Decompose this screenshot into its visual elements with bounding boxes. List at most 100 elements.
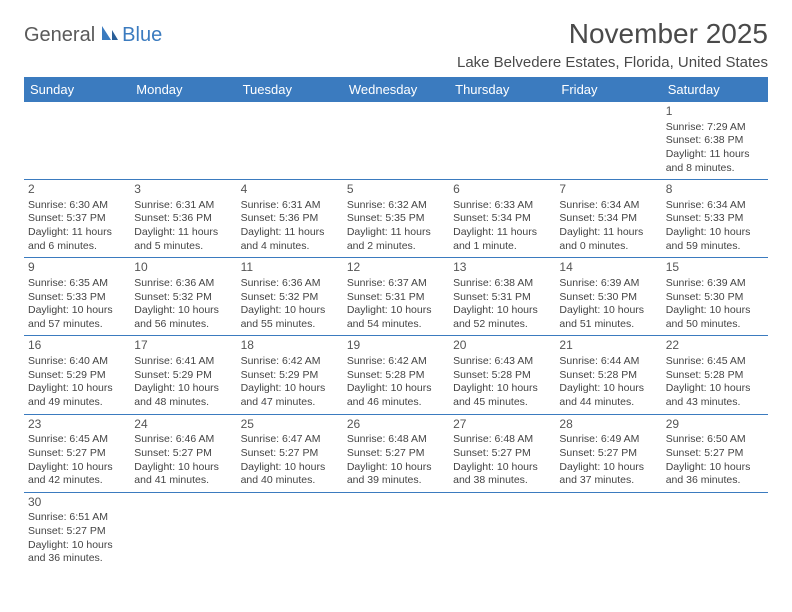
page-title: November 2025 bbox=[457, 18, 768, 50]
daylight-text: Daylight: 10 hours bbox=[134, 304, 232, 318]
daylight-text: and 51 minutes. bbox=[559, 318, 657, 332]
sunrise-text: Sunrise: 6:39 AM bbox=[666, 277, 764, 291]
calendar-cell: 26Sunrise: 6:48 AMSunset: 5:27 PMDayligh… bbox=[343, 414, 449, 492]
daylight-text: and 42 minutes. bbox=[28, 474, 126, 488]
sunset-text: Sunset: 5:27 PM bbox=[347, 447, 445, 461]
calendar-cell: 14Sunrise: 6:39 AMSunset: 5:30 PMDayligh… bbox=[555, 258, 661, 336]
daylight-text: and 0 minutes. bbox=[559, 240, 657, 254]
day-number: 20 bbox=[453, 338, 551, 354]
day-number: 14 bbox=[559, 260, 657, 276]
day-number: 16 bbox=[28, 338, 126, 354]
calendar-row: 2Sunrise: 6:30 AMSunset: 5:37 PMDaylight… bbox=[24, 180, 768, 258]
daylight-text: Daylight: 10 hours bbox=[453, 461, 551, 475]
day-number: 17 bbox=[134, 338, 232, 354]
day-number: 24 bbox=[134, 417, 232, 433]
calendar-cell bbox=[237, 492, 343, 570]
calendar-cell bbox=[130, 492, 236, 570]
calendar-cell: 13Sunrise: 6:38 AMSunset: 5:31 PMDayligh… bbox=[449, 258, 555, 336]
daylight-text: and 43 minutes. bbox=[666, 396, 764, 410]
daylight-text: and 45 minutes. bbox=[453, 396, 551, 410]
daylight-text: Daylight: 10 hours bbox=[241, 304, 339, 318]
daylight-text: Daylight: 10 hours bbox=[241, 461, 339, 475]
day-header: Saturday bbox=[662, 77, 768, 102]
day-number: 25 bbox=[241, 417, 339, 433]
calendar-cell: 3Sunrise: 6:31 AMSunset: 5:36 PMDaylight… bbox=[130, 180, 236, 258]
day-number: 3 bbox=[134, 182, 232, 198]
calendar-cell bbox=[24, 102, 130, 180]
day-header-row: Sunday Monday Tuesday Wednesday Thursday… bbox=[24, 77, 768, 102]
daylight-text: Daylight: 10 hours bbox=[347, 304, 445, 318]
daylight-text: and 38 minutes. bbox=[453, 474, 551, 488]
logo-text-blue: Blue bbox=[122, 24, 162, 47]
sunrise-text: Sunrise: 6:42 AM bbox=[347, 355, 445, 369]
calendar-row: 23Sunrise: 6:45 AMSunset: 5:27 PMDayligh… bbox=[24, 414, 768, 492]
sunset-text: Sunset: 5:27 PM bbox=[28, 525, 126, 539]
day-number: 10 bbox=[134, 260, 232, 276]
day-number: 30 bbox=[28, 495, 126, 511]
sunrise-text: Sunrise: 6:35 AM bbox=[28, 277, 126, 291]
calendar-cell bbox=[237, 102, 343, 180]
day-number: 27 bbox=[453, 417, 551, 433]
calendar-cell: 17Sunrise: 6:41 AMSunset: 5:29 PMDayligh… bbox=[130, 336, 236, 414]
daylight-text: and 47 minutes. bbox=[241, 396, 339, 410]
daylight-text: Daylight: 11 hours bbox=[241, 226, 339, 240]
daylight-text: Daylight: 10 hours bbox=[241, 382, 339, 396]
calendar-cell: 5Sunrise: 6:32 AMSunset: 5:35 PMDaylight… bbox=[343, 180, 449, 258]
daylight-text: Daylight: 11 hours bbox=[666, 148, 764, 162]
day-number: 15 bbox=[666, 260, 764, 276]
daylight-text: and 1 minute. bbox=[453, 240, 551, 254]
daylight-text: Daylight: 10 hours bbox=[453, 304, 551, 318]
daylight-text: and 36 minutes. bbox=[666, 474, 764, 488]
daylight-text: Daylight: 10 hours bbox=[559, 382, 657, 396]
daylight-text: and 50 minutes. bbox=[666, 318, 764, 332]
day-number: 22 bbox=[666, 338, 764, 354]
sail-icon bbox=[99, 24, 119, 47]
calendar-cell: 8Sunrise: 6:34 AMSunset: 5:33 PMDaylight… bbox=[662, 180, 768, 258]
day-number: 26 bbox=[347, 417, 445, 433]
day-number: 11 bbox=[241, 260, 339, 276]
daylight-text: Daylight: 10 hours bbox=[28, 539, 126, 553]
sunset-text: Sunset: 5:34 PM bbox=[453, 212, 551, 226]
daylight-text: and 41 minutes. bbox=[134, 474, 232, 488]
daylight-text: Daylight: 10 hours bbox=[559, 461, 657, 475]
calendar-cell bbox=[449, 102, 555, 180]
calendar-cell bbox=[662, 492, 768, 570]
calendar-cell: 24Sunrise: 6:46 AMSunset: 5:27 PMDayligh… bbox=[130, 414, 236, 492]
sunrise-text: Sunrise: 7:29 AM bbox=[666, 121, 764, 135]
calendar-cell: 15Sunrise: 6:39 AMSunset: 5:30 PMDayligh… bbox=[662, 258, 768, 336]
sunset-text: Sunset: 5:27 PM bbox=[453, 447, 551, 461]
day-number: 1 bbox=[666, 104, 764, 120]
sunset-text: Sunset: 5:28 PM bbox=[453, 369, 551, 383]
sunrise-text: Sunrise: 6:47 AM bbox=[241, 433, 339, 447]
sunrise-text: Sunrise: 6:39 AM bbox=[559, 277, 657, 291]
location-text: Lake Belvedere Estates, Florida, United … bbox=[457, 54, 768, 71]
daylight-text: and 8 minutes. bbox=[666, 162, 764, 176]
sunrise-text: Sunrise: 6:37 AM bbox=[347, 277, 445, 291]
sunrise-text: Sunrise: 6:50 AM bbox=[666, 433, 764, 447]
calendar-row: 1Sunrise: 7:29 AMSunset: 6:38 PMDaylight… bbox=[24, 102, 768, 180]
daylight-text: and 57 minutes. bbox=[28, 318, 126, 332]
title-block: November 2025 Lake Belvedere Estates, Fl… bbox=[457, 18, 768, 71]
day-number: 2 bbox=[28, 182, 126, 198]
calendar-cell bbox=[130, 102, 236, 180]
daylight-text: Daylight: 10 hours bbox=[347, 461, 445, 475]
calendar-cell: 6Sunrise: 6:33 AMSunset: 5:34 PMDaylight… bbox=[449, 180, 555, 258]
sunrise-text: Sunrise: 6:49 AM bbox=[559, 433, 657, 447]
sunset-text: Sunset: 5:31 PM bbox=[347, 291, 445, 305]
day-header: Wednesday bbox=[343, 77, 449, 102]
sunset-text: Sunset: 5:33 PM bbox=[28, 291, 126, 305]
sunset-text: Sunset: 5:30 PM bbox=[666, 291, 764, 305]
sunset-text: Sunset: 5:28 PM bbox=[347, 369, 445, 383]
header: General Blue November 2025 Lake Belveder… bbox=[24, 18, 768, 71]
calendar-cell: 20Sunrise: 6:43 AMSunset: 5:28 PMDayligh… bbox=[449, 336, 555, 414]
calendar-cell: 18Sunrise: 6:42 AMSunset: 5:29 PMDayligh… bbox=[237, 336, 343, 414]
daylight-text: and 46 minutes. bbox=[347, 396, 445, 410]
calendar-cell: 19Sunrise: 6:42 AMSunset: 5:28 PMDayligh… bbox=[343, 336, 449, 414]
daylight-text: and 4 minutes. bbox=[241, 240, 339, 254]
daylight-text: Daylight: 10 hours bbox=[28, 382, 126, 396]
calendar-cell bbox=[555, 492, 661, 570]
day-number: 9 bbox=[28, 260, 126, 276]
day-number: 4 bbox=[241, 182, 339, 198]
day-header: Friday bbox=[555, 77, 661, 102]
daylight-text: and 6 minutes. bbox=[28, 240, 126, 254]
